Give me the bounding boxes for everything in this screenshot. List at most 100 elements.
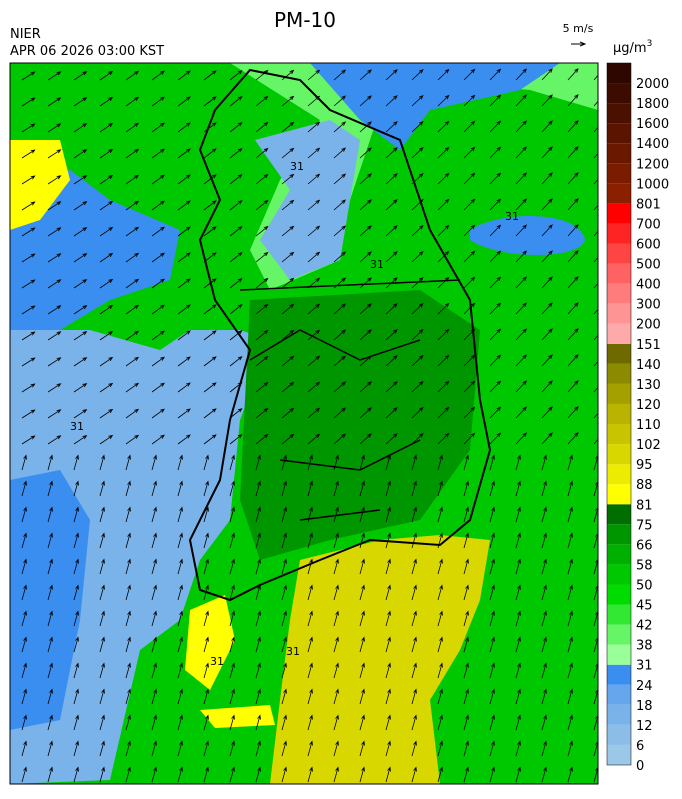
wind-arrow xyxy=(229,382,243,393)
wind-arrow xyxy=(411,120,424,133)
colorbar-label: 1000 xyxy=(636,177,669,192)
wind-arrow xyxy=(73,305,88,315)
wind-arrow xyxy=(411,328,424,341)
wind-arrow xyxy=(281,610,287,627)
contour-label: 31 xyxy=(505,210,519,223)
wind-arrow xyxy=(151,454,157,471)
wind-arrow xyxy=(515,506,521,523)
wind-arrow xyxy=(177,122,191,133)
wind-arrow xyxy=(99,330,114,341)
wind-arrow xyxy=(463,68,476,81)
wind-arrow xyxy=(73,331,88,341)
wind-arrow xyxy=(463,146,476,159)
wind-arrow xyxy=(73,435,88,445)
wind-arrow xyxy=(307,199,321,211)
wind-arrow xyxy=(151,330,165,341)
wind-arrow xyxy=(177,330,191,341)
colorbar-band xyxy=(607,83,631,104)
wind-arrow xyxy=(99,740,105,757)
wind-arrow xyxy=(177,766,183,783)
wind-arrow xyxy=(463,432,476,445)
wind-arrow xyxy=(151,304,165,315)
wind-arrow xyxy=(47,480,53,497)
wind-arrow xyxy=(307,636,313,653)
wind-arrow xyxy=(593,714,598,731)
wind-arrow xyxy=(255,766,261,783)
wind-arrow xyxy=(203,766,209,783)
wind-arrow xyxy=(125,610,131,627)
wind-arrow xyxy=(489,250,502,263)
wind-arrow xyxy=(541,302,553,315)
wind-arrow xyxy=(229,434,243,445)
wind-arrow xyxy=(151,382,165,393)
colorbar-band xyxy=(607,644,631,665)
wind-arrow xyxy=(515,662,521,679)
wind-arrow xyxy=(593,334,598,341)
contour-label: 31 xyxy=(70,420,84,433)
wind-arrow xyxy=(333,121,347,133)
wind-arrow xyxy=(73,97,88,107)
wind-arrow xyxy=(541,224,553,237)
wind-arrow xyxy=(359,480,365,497)
wind-arrow xyxy=(151,226,165,237)
wind-arrow xyxy=(333,480,339,497)
wind-arrow xyxy=(411,198,424,211)
wind-arrow xyxy=(567,224,579,237)
wind-arrow xyxy=(281,688,287,705)
wind-arrow xyxy=(489,610,495,627)
wind-arrow xyxy=(229,70,243,81)
wind-arrow xyxy=(125,174,140,185)
wind-arrow xyxy=(125,662,131,679)
wind-arrow xyxy=(463,506,469,523)
wind-arrow xyxy=(437,328,450,341)
wind-arrow xyxy=(385,506,391,523)
wind-arrow xyxy=(73,610,79,627)
wind-arrow xyxy=(593,438,598,445)
wind-arrow xyxy=(307,121,321,133)
wind-arrow xyxy=(359,688,365,705)
wind-arrow xyxy=(437,688,443,705)
wind-arrow xyxy=(515,454,521,471)
wind-arrow xyxy=(151,662,157,679)
wind-arrow xyxy=(151,766,157,783)
wind-arrow xyxy=(359,95,372,107)
wind-arrow xyxy=(437,172,450,185)
wind-arrow xyxy=(463,302,476,315)
wind-arrow xyxy=(489,662,495,679)
wind-arrow xyxy=(333,506,339,523)
wind-arrow xyxy=(125,688,131,705)
wind-arrow xyxy=(99,558,105,575)
wind-arrow xyxy=(333,584,339,601)
wind-arrow xyxy=(307,610,313,627)
wind-arrow xyxy=(593,610,598,627)
wind-arrow xyxy=(567,250,579,263)
colorbar-label: 801 xyxy=(636,197,661,212)
wind-arrow xyxy=(515,302,528,315)
wind-arrow xyxy=(281,251,295,263)
wind-arrow xyxy=(567,68,579,81)
wind-arrow xyxy=(307,506,313,523)
wind-arrow xyxy=(47,71,62,81)
wind-arrow xyxy=(333,454,339,471)
wind-arrow xyxy=(333,355,347,367)
colorbar: 0 6 12 18 24 31 38 42 45 50 58 66 75 81 88 95 102 110 120 1… xyxy=(606,62,669,774)
wind-arrow xyxy=(255,381,269,393)
wind-arrow xyxy=(359,558,365,575)
wind-arrow xyxy=(21,558,27,575)
wind-arrow xyxy=(229,558,235,575)
wind-arrow xyxy=(203,200,217,211)
wind-arrow xyxy=(203,252,217,263)
wind-arrow xyxy=(151,174,165,185)
wind-arrow xyxy=(333,329,347,341)
wind-arrow xyxy=(47,253,62,263)
wind-arrow xyxy=(255,454,261,471)
wind-arrow xyxy=(489,354,502,367)
wind-arrow xyxy=(307,662,313,679)
wind-arrow xyxy=(281,454,287,471)
colorbar-label: 6 xyxy=(636,739,644,754)
wind-arrow xyxy=(515,740,521,757)
wind-arrow xyxy=(125,714,131,731)
wind-arrow xyxy=(125,506,131,523)
wind-arrow xyxy=(515,584,521,601)
unit-power: 3 xyxy=(647,39,653,49)
